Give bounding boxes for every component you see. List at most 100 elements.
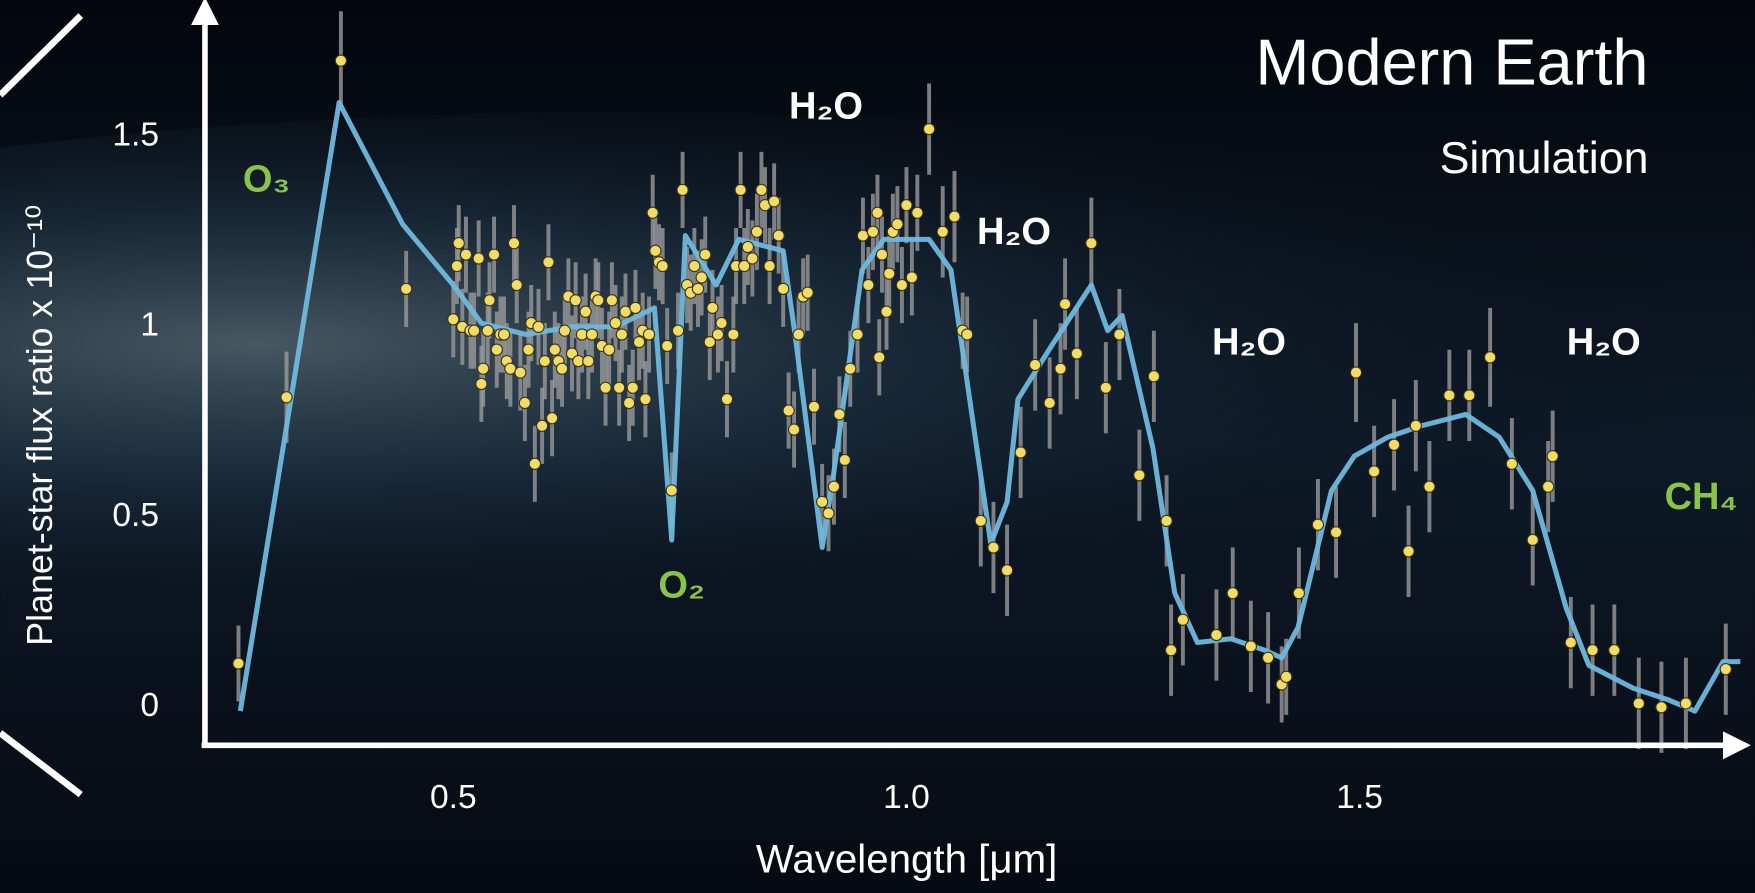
y-tick-label: 0.5 xyxy=(112,497,159,534)
y-tick-label: 0 xyxy=(140,687,159,724)
data-point xyxy=(549,344,560,355)
data-point xyxy=(672,325,683,336)
data-point xyxy=(1587,645,1598,656)
data-point xyxy=(519,397,530,408)
data-point xyxy=(448,314,459,325)
data-point xyxy=(1543,481,1554,492)
data-point xyxy=(874,352,885,363)
data-point xyxy=(451,260,462,271)
data-point xyxy=(473,253,484,264)
data-point xyxy=(1281,671,1292,682)
data-point xyxy=(556,363,567,374)
data-point xyxy=(533,321,544,332)
data-point xyxy=(975,515,986,526)
data-point xyxy=(1369,466,1380,477)
data-point xyxy=(735,184,746,195)
data-point xyxy=(802,287,813,298)
data-point xyxy=(484,295,495,306)
data-point xyxy=(1547,451,1558,462)
data-point xyxy=(1211,629,1222,640)
data-point xyxy=(712,329,723,340)
data-point xyxy=(828,481,839,492)
data-point xyxy=(1001,565,1012,576)
data-point xyxy=(808,401,819,412)
data-point xyxy=(1388,439,1399,450)
annotation: O₃ xyxy=(243,158,290,200)
data-point xyxy=(546,413,557,424)
data-point xyxy=(539,356,550,367)
y-tick-label: 1.5 xyxy=(112,117,159,154)
data-point xyxy=(872,207,883,218)
data-point xyxy=(1245,641,1256,652)
data-point xyxy=(537,420,548,431)
data-point xyxy=(962,329,973,340)
data-point xyxy=(482,325,493,336)
x-axis-label: Wavelength [μm] xyxy=(756,836,1057,881)
data-point xyxy=(460,249,471,260)
data-point xyxy=(696,272,707,283)
data-point xyxy=(630,302,641,313)
data-point xyxy=(901,200,912,211)
data-point xyxy=(1424,481,1435,492)
annotation: H₂O xyxy=(789,86,863,128)
chart: Modern Earth Simulation Wavelength [μm] … xyxy=(0,0,1755,893)
data-point xyxy=(1293,588,1304,599)
data-point xyxy=(606,295,617,306)
data-point xyxy=(845,363,856,374)
annotation: H₂O xyxy=(1212,322,1286,364)
data-point xyxy=(881,306,892,317)
data-point xyxy=(1030,359,1041,370)
data-point xyxy=(692,283,703,294)
data-point xyxy=(666,485,677,496)
data-point xyxy=(892,219,903,230)
data-point xyxy=(867,226,878,237)
y-tick-label: 1 xyxy=(140,307,159,344)
data-point xyxy=(1086,238,1097,249)
data-point xyxy=(1403,546,1414,557)
data-point xyxy=(281,392,292,403)
data-point xyxy=(1720,664,1731,675)
data-point xyxy=(793,329,804,340)
data-point xyxy=(1100,382,1111,393)
data-point xyxy=(823,508,834,519)
data-point xyxy=(515,367,526,378)
data-point xyxy=(583,356,594,367)
data-point xyxy=(643,329,654,340)
data-point xyxy=(912,207,923,218)
data-point xyxy=(764,260,775,271)
data-point xyxy=(1444,390,1455,401)
data-point xyxy=(586,329,597,340)
data-point xyxy=(662,340,673,351)
data-point xyxy=(640,394,651,405)
data-point xyxy=(616,329,627,340)
data-point xyxy=(610,317,621,328)
data-point xyxy=(773,230,784,241)
data-point xyxy=(1633,698,1644,709)
data-point xyxy=(1166,645,1177,656)
data-point xyxy=(817,496,828,507)
data-point xyxy=(476,378,487,389)
data-point xyxy=(570,295,581,306)
data-point xyxy=(508,238,519,249)
data-point xyxy=(1177,614,1188,625)
data-point xyxy=(559,325,570,336)
data-point xyxy=(778,283,789,294)
data-point xyxy=(523,344,534,355)
data-point xyxy=(657,260,668,271)
data-point xyxy=(1680,698,1691,709)
data-point xyxy=(633,337,644,348)
chart-title: Modern Earth xyxy=(1255,25,1648,98)
data-point xyxy=(604,344,615,355)
data-point xyxy=(988,542,999,553)
data-point xyxy=(852,329,863,340)
data-point xyxy=(498,329,509,340)
data-point xyxy=(1565,637,1576,648)
data-point xyxy=(1044,397,1055,408)
data-point xyxy=(1134,470,1145,481)
data-point xyxy=(1015,447,1026,458)
data-point xyxy=(1330,527,1341,538)
data-point xyxy=(689,260,700,271)
data-point xyxy=(488,249,499,260)
data-point xyxy=(700,249,711,260)
data-point xyxy=(1350,367,1361,378)
